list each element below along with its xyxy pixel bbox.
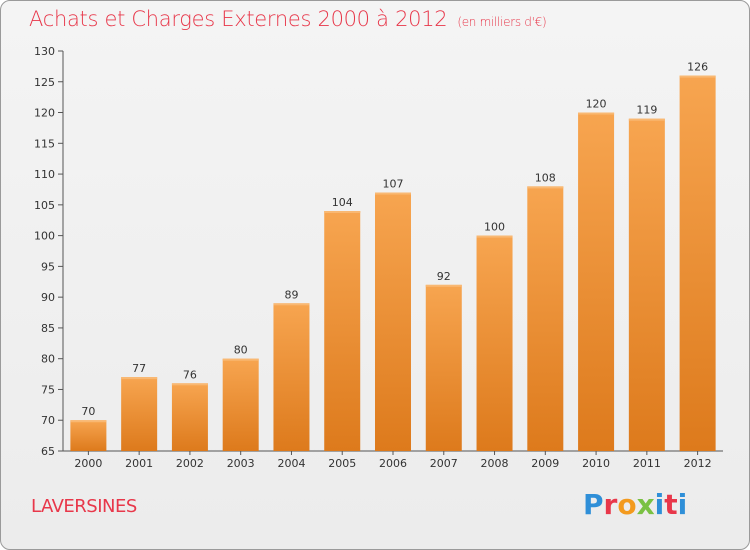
- title-text: Achats et Charges Externes 2000 à 2012: [29, 7, 448, 31]
- value-label: 77: [132, 362, 146, 375]
- bar: [476, 235, 513, 451]
- bar-top-edge: [425, 284, 462, 287]
- y-tick-label: 105: [34, 199, 55, 212]
- value-label: 76: [183, 368, 197, 381]
- value-label: 100: [484, 221, 505, 234]
- bar-top-edge: [70, 420, 107, 423]
- y-tick-label: 95: [41, 260, 55, 273]
- x-tick-label: 2000: [74, 457, 102, 470]
- y-tick-label: 70: [41, 414, 55, 427]
- y-tick-label: 100: [34, 230, 55, 243]
- x-tick-label: 2005: [328, 457, 356, 470]
- bar-top-edge: [171, 383, 208, 386]
- value-label: 80: [234, 344, 248, 357]
- x-tick-label: 2011: [633, 457, 661, 470]
- bar: [628, 118, 665, 451]
- x-tick-label: 2012: [684, 457, 712, 470]
- y-tick-label: 90: [41, 291, 55, 304]
- y-tick-label: 125: [34, 76, 55, 89]
- bar-top-edge: [578, 112, 615, 115]
- value-label: 104: [332, 196, 353, 209]
- y-tick-label: 80: [41, 353, 55, 366]
- x-tick-label: 2009: [531, 457, 559, 470]
- logo-letter: x: [636, 488, 655, 521]
- chart-title: Achats et Charges Externes 2000 à 2012 (e…: [29, 7, 547, 31]
- logo-letter: i: [677, 488, 688, 521]
- bar: [679, 75, 716, 451]
- bar-top-edge: [273, 303, 310, 306]
- bar-top-edge: [628, 118, 665, 121]
- y-tick-label: 65: [41, 445, 55, 458]
- bar-top-edge: [324, 211, 361, 213]
- y-tick-label: 110: [34, 168, 55, 181]
- y-tick-label: 115: [34, 137, 55, 150]
- bar: [527, 186, 564, 451]
- logo-letter: r: [603, 488, 618, 521]
- bar: [70, 420, 107, 451]
- value-label: 126: [687, 61, 708, 74]
- x-tick-label: 2004: [277, 457, 305, 470]
- value-label: 107: [383, 178, 404, 191]
- bar-top-edge: [476, 235, 513, 238]
- location-name: LAVERSINES: [31, 496, 137, 517]
- value-label: 120: [586, 98, 607, 111]
- x-tick-label: 2003: [227, 457, 255, 470]
- bar: [171, 383, 208, 451]
- unit-label: (en milliers d'€): [457, 15, 547, 29]
- y-tick-label: 130: [34, 45, 55, 58]
- x-tick-label: 2002: [176, 457, 204, 470]
- x-tick-label: 2008: [481, 457, 509, 470]
- bar-top-edge: [375, 192, 411, 195]
- value-label: 89: [284, 288, 298, 301]
- logo-letter: o: [617, 488, 637, 521]
- x-tick-label: 2001: [125, 457, 153, 470]
- bar: [425, 284, 462, 451]
- y-tick-label: 85: [41, 322, 55, 335]
- bar: [121, 377, 158, 451]
- logo-letter: t: [664, 488, 678, 521]
- bar-top-edge: [222, 358, 259, 361]
- bar-top-edge: [679, 75, 716, 78]
- y-tick-label: 75: [41, 383, 55, 396]
- value-label: 108: [535, 171, 556, 184]
- x-tick-label: 2010: [582, 457, 610, 470]
- bar: [273, 303, 310, 451]
- bar: [222, 358, 259, 451]
- y-tick-label: 120: [34, 107, 55, 120]
- bar: [578, 112, 615, 452]
- bar-top-edge: [121, 377, 158, 380]
- x-tick-label: 2006: [379, 457, 407, 470]
- logo-letter: i: [654, 488, 665, 521]
- bar: [324, 211, 361, 451]
- bar: [375, 192, 411, 452]
- proxiti-logo: Proxiti: [583, 488, 687, 521]
- x-tick-label: 2007: [430, 457, 458, 470]
- value-label: 70: [81, 405, 95, 418]
- value-label: 119: [636, 104, 657, 117]
- bar-top-edge: [527, 186, 564, 189]
- logo-letter: P: [583, 488, 604, 521]
- value-label: 92: [437, 270, 451, 283]
